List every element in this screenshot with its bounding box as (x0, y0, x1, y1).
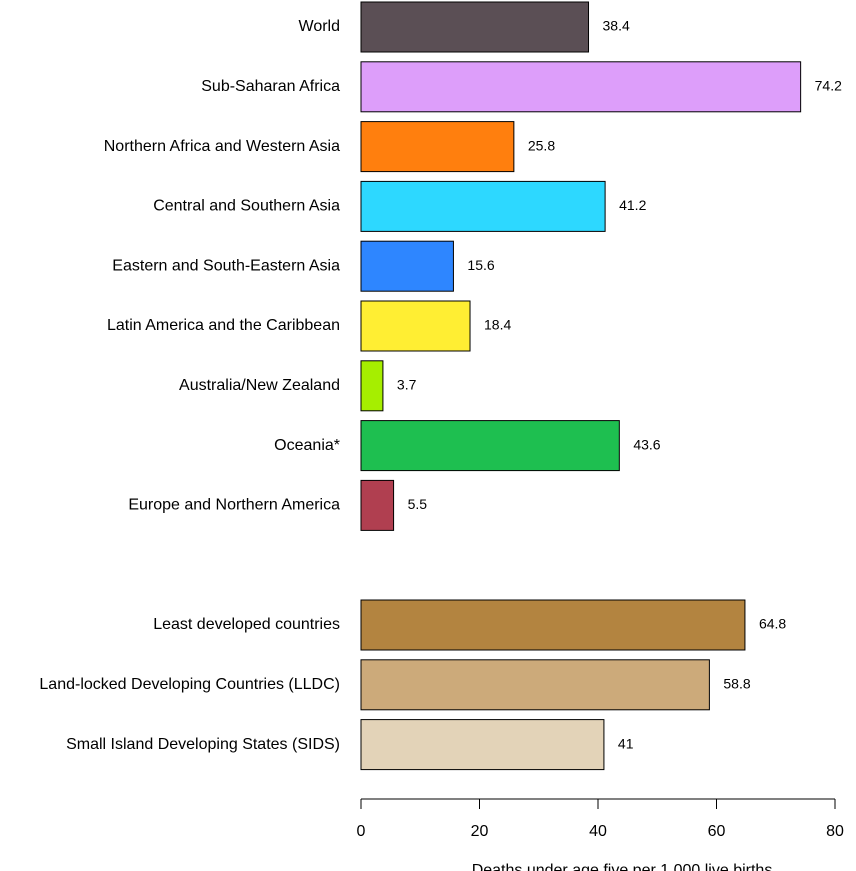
bar (360, 300, 471, 352)
value-label: 3.7 (397, 377, 417, 393)
x-axis-label: Deaths under age five per 1,000 live bir… (472, 862, 773, 871)
bar (360, 479, 395, 531)
value-label: 38.4 (603, 18, 630, 34)
y-tick-label: Central and Southern Asia (153, 198, 340, 215)
value-label: 41.2 (619, 197, 646, 213)
bar (360, 719, 605, 771)
bar (360, 420, 620, 472)
y-tick-label: Small Island Developing States (SIDS) (66, 736, 340, 753)
value-label: 15.6 (467, 257, 494, 273)
value-label: 18.4 (484, 317, 511, 333)
y-tick-label: Eastern and South-Eastern Asia (112, 257, 340, 274)
y-tick-label: Oceania* (274, 437, 340, 454)
y-tick-label: Northern Africa and Western Asia (104, 138, 340, 155)
x-tick-label: 40 (589, 823, 607, 840)
y-tick-label: Europe and Northern America (128, 497, 340, 514)
value-label: 25.8 (528, 137, 555, 153)
x-tick-label: 80 (826, 823, 844, 840)
bar (360, 180, 606, 232)
bar (360, 360, 384, 412)
value-label: 5.5 (408, 496, 428, 512)
bar (360, 121, 515, 173)
bar (360, 599, 746, 651)
y-tick-label: Land-locked Developing Countries (LLDC) (39, 676, 340, 693)
value-label: 41 (618, 735, 634, 751)
bar (360, 61, 802, 113)
value-label: 43.6 (633, 436, 660, 452)
bar (360, 659, 710, 711)
value-label: 64.8 (759, 616, 786, 632)
y-tick-label: Least developed countries (153, 616, 340, 633)
x-tick-label: 0 (357, 823, 366, 840)
bar (360, 240, 454, 292)
value-label: 74.2 (815, 78, 842, 94)
y-tick-label: Australia/New Zealand (179, 377, 340, 394)
x-tick-label: 20 (471, 823, 489, 840)
y-tick-label: World (299, 18, 341, 35)
bar (360, 1, 590, 53)
y-tick-label: Sub-Saharan Africa (201, 78, 340, 95)
value-label: 58.8 (723, 676, 750, 692)
x-tick-label: 60 (708, 823, 726, 840)
y-tick-label: Latin America and the Caribbean (107, 317, 340, 334)
